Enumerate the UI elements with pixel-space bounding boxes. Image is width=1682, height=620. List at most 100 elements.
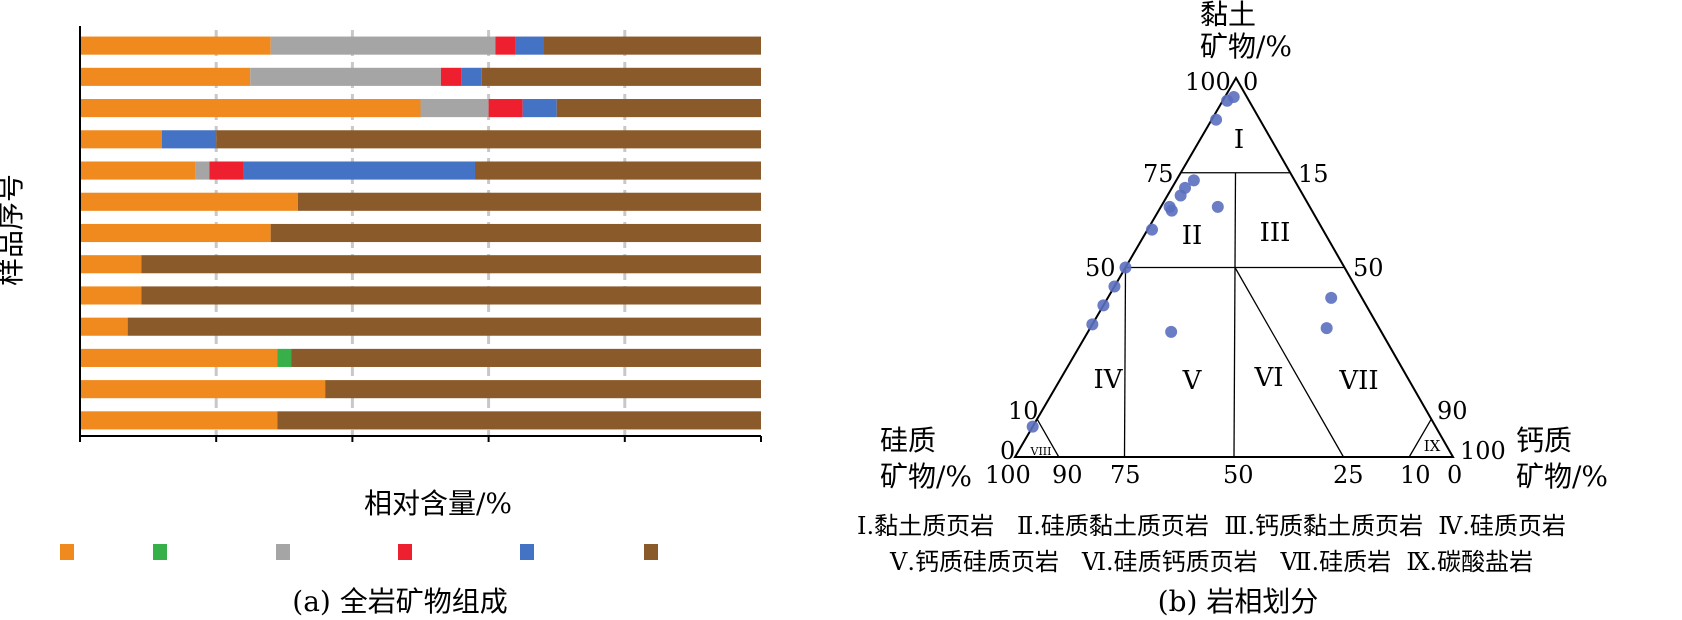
tick-base-10: 10 xyxy=(1400,461,1431,489)
data-point-3 xyxy=(1210,113,1223,126)
data-point-15 xyxy=(1165,325,1178,338)
bar-sample-5-series-5 xyxy=(141,286,762,305)
data-point-8 xyxy=(1165,204,1178,217)
line-vertical-50 xyxy=(1233,172,1237,458)
region-VIII: VIII xyxy=(1030,445,1052,458)
apex-right-label-2: 矿物/% xyxy=(1516,460,1608,493)
bar-sample-1-series-5 xyxy=(277,411,761,430)
bar-sample-12-series-0 xyxy=(80,67,251,86)
bar-sample-13-series-4 xyxy=(515,36,544,55)
tick-top-100: 100 xyxy=(1185,68,1231,96)
bar-sample-8-series-5 xyxy=(297,192,761,211)
legend-swatch-3 xyxy=(398,544,412,560)
bar-sample-9-series-0 xyxy=(80,161,196,180)
bar-sample-7-series-5 xyxy=(270,223,761,243)
region-III: III xyxy=(1260,218,1291,248)
grid-lines xyxy=(214,30,627,436)
apex-top-label-1: 黏土 xyxy=(1200,0,1256,31)
bar-axes xyxy=(79,26,762,442)
line-corner-left xyxy=(1036,418,1060,458)
legend xyxy=(60,544,658,560)
data-point-11 xyxy=(1119,261,1132,274)
tick-base-100: 100 xyxy=(985,461,1031,489)
data-point-10 xyxy=(1211,200,1224,213)
legend-swatch-1 xyxy=(153,544,167,560)
bar-sample-2-series-5 xyxy=(325,380,761,399)
region-V: V xyxy=(1182,366,1203,396)
bar-sample-13-series-3 xyxy=(495,36,516,55)
x-axis-label: 相对含量/% xyxy=(364,487,512,520)
bar-sample-12-series-5 xyxy=(481,67,761,86)
bar-sample-8-series-0 xyxy=(80,192,298,211)
bar-sample-11-series-0 xyxy=(80,99,421,118)
bar-sample-6-series-5 xyxy=(141,255,762,274)
tick-base-75: 75 xyxy=(1110,461,1141,489)
bar-sample-11-series-4 xyxy=(522,99,557,118)
bar-sample-9-series-3 xyxy=(209,161,244,180)
legend-swatch-5 xyxy=(644,544,658,560)
data-point-6 xyxy=(1174,189,1187,202)
bar-sample-6-series-0 xyxy=(80,255,142,274)
caption-a: (a) 全岩矿物组成 xyxy=(292,585,507,618)
bar-sample-12-series-2 xyxy=(250,67,441,86)
data-point-2 xyxy=(1221,94,1234,107)
data-point-4 xyxy=(1187,174,1200,187)
apex-left-label-2: 矿物/% xyxy=(880,460,972,493)
tick-base-25: 25 xyxy=(1333,461,1364,489)
ternary-panel: 黏土 矿物/% 硅质 矿物/% 钙质 矿物/% 100 0 75 50 10 0… xyxy=(857,0,1608,618)
tick-left-75: 75 xyxy=(1143,160,1174,188)
bar-sample-10-series-4 xyxy=(161,130,217,149)
region-VI: VI xyxy=(1253,363,1283,393)
tick-left-10: 10 xyxy=(1008,397,1039,425)
tick-right-15: 15 xyxy=(1298,160,1329,188)
legend-swatch-2 xyxy=(276,544,290,560)
bar-sample-12-series-4 xyxy=(461,67,482,86)
bar-sample-13-series-2 xyxy=(270,36,496,55)
data-point-14 xyxy=(1086,318,1099,331)
data-point-12 xyxy=(1108,280,1121,293)
region-I: I xyxy=(1234,125,1244,155)
line-divider-left xyxy=(1123,267,1127,458)
bar-sample-13-series-0 xyxy=(80,36,271,55)
bar-sample-12-series-3 xyxy=(440,67,462,86)
data-point-16 xyxy=(1325,291,1338,304)
apex-right-label-1: 钙质 xyxy=(1516,424,1572,457)
bar-sample-2-series-0 xyxy=(80,380,326,399)
line-divider-right xyxy=(1234,267,1345,458)
tick-top-0: 0 xyxy=(1243,68,1258,96)
apex-top-label-2: 矿物/% xyxy=(1200,30,1292,63)
line-corner-right xyxy=(1408,418,1432,458)
tick-right-100: 100 xyxy=(1460,437,1506,465)
bar-sample-3-series-1 xyxy=(277,348,292,367)
region-VII: VII xyxy=(1338,366,1378,396)
data-point-17 xyxy=(1320,322,1333,335)
bar-sample-11-series-5 xyxy=(556,99,761,118)
tick-right-50: 50 xyxy=(1353,254,1384,282)
tick-right-90: 90 xyxy=(1437,397,1468,425)
bar-sample-3-series-5 xyxy=(291,348,761,367)
data-point-18 xyxy=(1026,420,1039,433)
ternary-points xyxy=(1026,90,1338,433)
tick-left-50: 50 xyxy=(1085,254,1116,282)
region-IX: IX xyxy=(1424,437,1441,455)
tick-base-50: 50 xyxy=(1223,461,1254,489)
bar-sample-3-series-0 xyxy=(80,348,278,367)
y-axis-label: 样品序号 xyxy=(0,174,27,286)
region-II: II xyxy=(1182,221,1203,251)
bar-sample-4-series-5 xyxy=(127,317,762,336)
tick-left-0: 0 xyxy=(1000,437,1015,465)
bar-sample-7-series-0 xyxy=(80,223,271,243)
bar-sample-10-series-0 xyxy=(80,130,162,149)
bar-sample-1-series-0 xyxy=(80,411,278,430)
data-point-13 xyxy=(1097,299,1110,312)
bar-sample-5-series-0 xyxy=(80,286,142,305)
notes-line-2: Ⅴ.钙质硅质页岩 Ⅵ.硅质钙质页岩 Ⅶ.硅质岩 Ⅸ.碳酸盐岩 xyxy=(889,548,1533,576)
bar-sample-11-series-2 xyxy=(420,99,489,118)
bar-sample-9-series-2 xyxy=(195,161,210,180)
bar-sample-10-series-5 xyxy=(216,130,761,149)
bar-chart-panel: 相对含量/% 样品序号 (a) 全岩矿物组成 xyxy=(0,26,762,618)
apex-left-label-1: 硅质 xyxy=(880,424,936,457)
legend-swatch-4 xyxy=(520,544,534,560)
data-point-9 xyxy=(1145,223,1158,236)
